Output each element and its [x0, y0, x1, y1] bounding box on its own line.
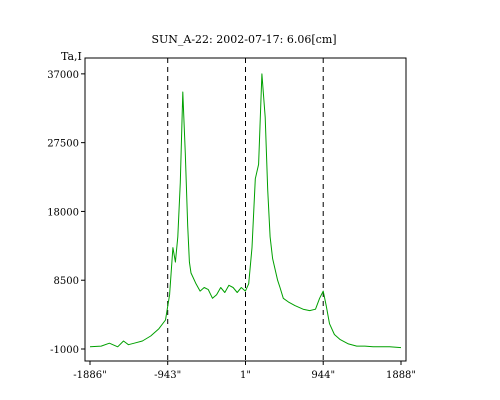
y-tick-label: 18000 [47, 207, 79, 218]
dashed-markers [167, 58, 324, 361]
x-tick-label: -943" [154, 370, 181, 381]
x-tick-label: -1886" [73, 370, 106, 381]
y-tick-label: 8500 [54, 276, 79, 287]
y-axis-ticks: -1000 8500 18000 27500 37000 [47, 70, 85, 356]
x-axis-ticks: -1886" -943" 1" 944" 1888" [73, 361, 416, 381]
series-group [89, 73, 402, 349]
y-axis-label: Ta,I [61, 50, 82, 63]
y-tick-label: 27500 [47, 139, 79, 150]
x-tick-label: 1" [240, 370, 251, 381]
x-tick-label: 1888" [386, 370, 416, 381]
y-tick-label: 37000 [47, 70, 79, 81]
series-line [89, 73, 402, 349]
y-tick-label: -1000 [50, 345, 79, 356]
x-tick-label: 944" [311, 370, 335, 381]
chart-title: SUN_A-22: 2002-07-17: 6.06[cm] [151, 33, 336, 46]
